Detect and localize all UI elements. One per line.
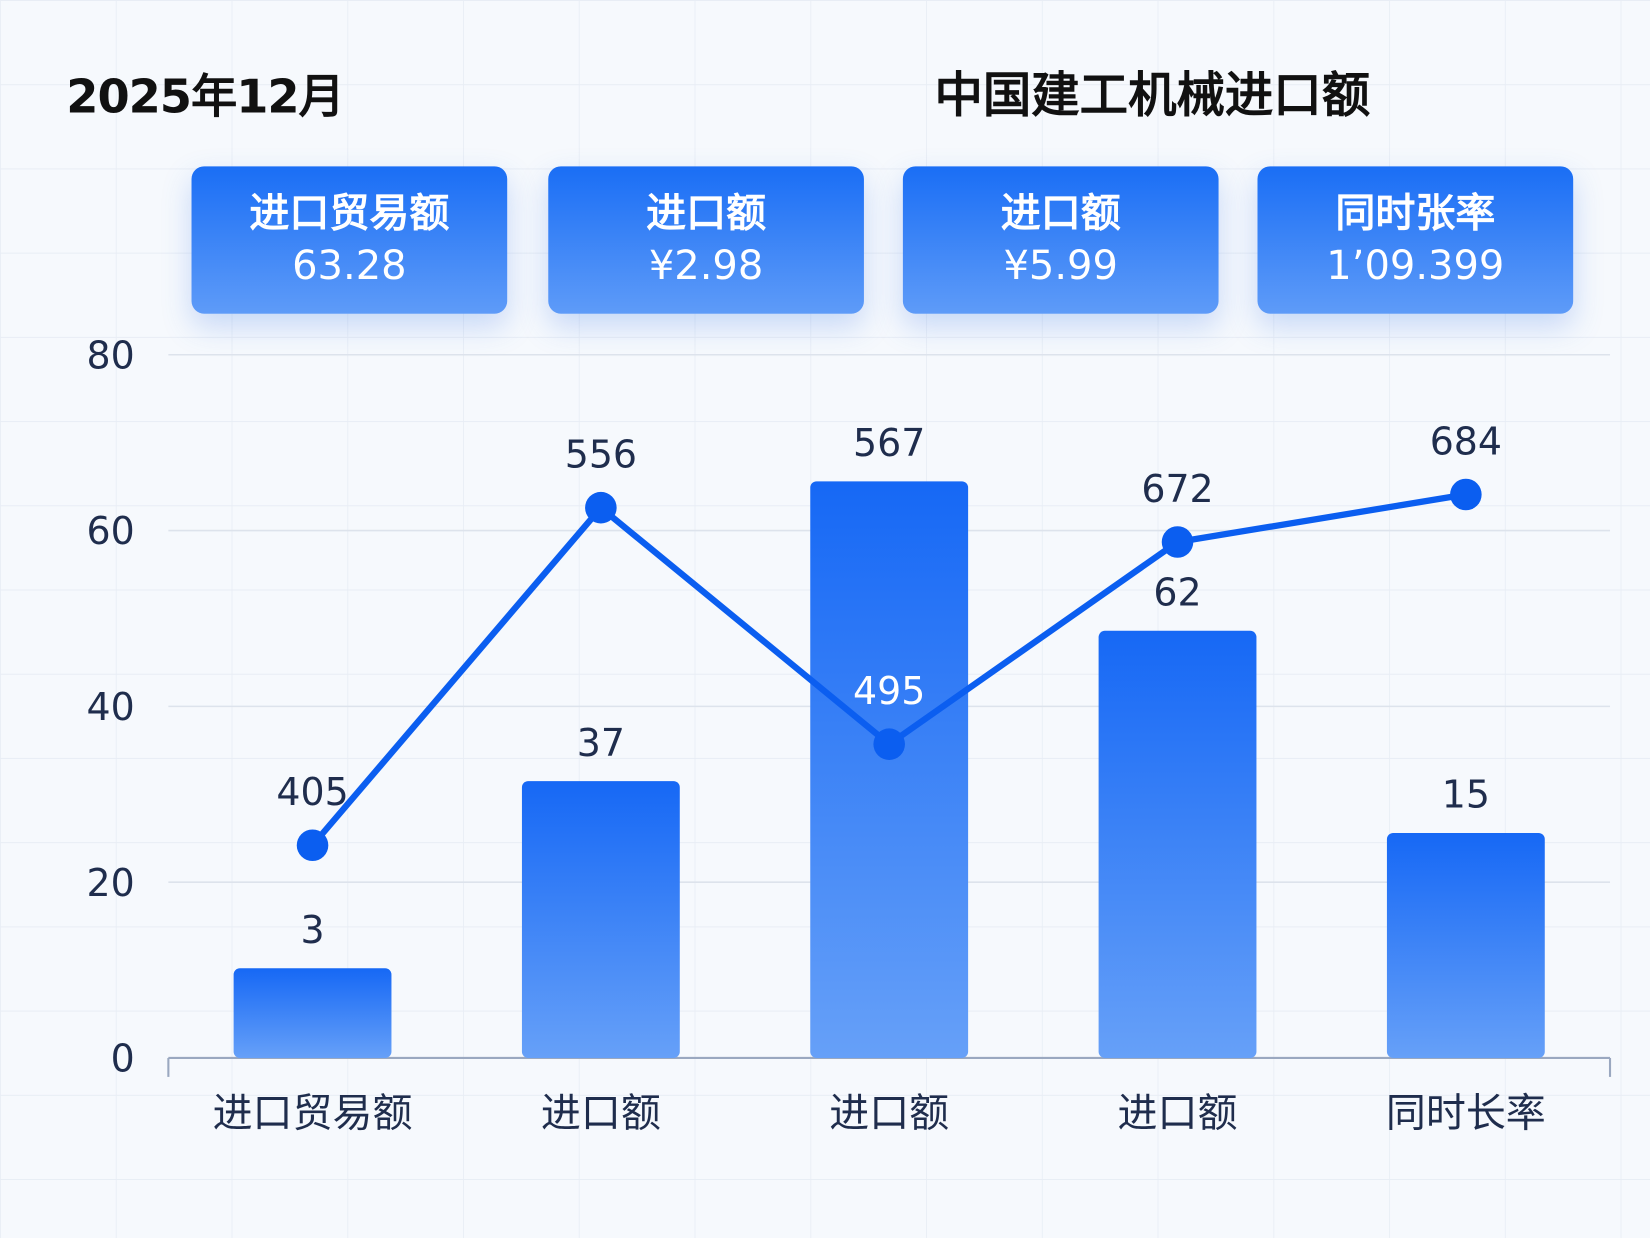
kpi-value: ¥5.99 (1003, 242, 1118, 289)
y-tick-label: 60 (87, 509, 135, 553)
line-data-label: 672 (1141, 467, 1213, 511)
y-tick-label: 0 (111, 1037, 135, 1081)
kpi-label: 同时张率 (1335, 189, 1496, 236)
bar-data-label: 567 (853, 421, 925, 465)
y-tick-label: 20 (87, 861, 135, 905)
x-tick-label: 进口额 (829, 1090, 949, 1136)
kpi-label: 进口额 (1000, 189, 1121, 236)
kpi-value: ¥2.98 (648, 242, 764, 289)
bar (233, 968, 392, 1058)
kpi-label: 进口贸易额 (249, 189, 450, 236)
kpi-card: 进口额 ¥5.99 (902, 166, 1219, 314)
line-data-label: 556 (565, 433, 637, 477)
line-point (873, 728, 905, 760)
date-label: 2025年12月 (66, 70, 345, 125)
line-data-label: 495 (853, 669, 925, 713)
x-tick-label: 进口额 (541, 1090, 661, 1136)
kpi-label: 进口额 (646, 189, 767, 236)
line-point (585, 491, 617, 524)
bar-data-label: 15 (1442, 773, 1490, 817)
line-point (1450, 478, 1482, 511)
bar-data-label: 37 (577, 721, 625, 765)
bar (1098, 630, 1257, 1058)
line-point (1161, 526, 1194, 558)
bar-data-label: 3 (300, 908, 324, 952)
y-tick-label: 80 (87, 333, 135, 377)
line-data-label: 684 (1430, 420, 1502, 464)
chart-title: 中国建工机械进口额 (934, 66, 1371, 124)
kpi-card: 同时张率 1’09.399 (1257, 166, 1574, 314)
bar (810, 481, 969, 1058)
kpi-value: 63.28 (292, 242, 407, 289)
x-tick-label: 进口贸易额 (213, 1090, 413, 1136)
kpi-value: 1’09.399 (1326, 242, 1505, 289)
kpi-card: 进口额 ¥2.98 (548, 166, 864, 314)
bar (521, 781, 680, 1058)
line-data-label: 405 (276, 770, 348, 814)
line-point (296, 829, 329, 862)
bar-data-label: 62 (1153, 570, 1201, 614)
x-tick-label: 同时长率 (1386, 1090, 1546, 1136)
x-tick-label: 进口额 (1118, 1090, 1238, 1136)
bar (1386, 832, 1545, 1058)
kpi-card: 进口贸易额 63.28 (191, 166, 508, 314)
y-tick-label: 40 (87, 685, 135, 729)
